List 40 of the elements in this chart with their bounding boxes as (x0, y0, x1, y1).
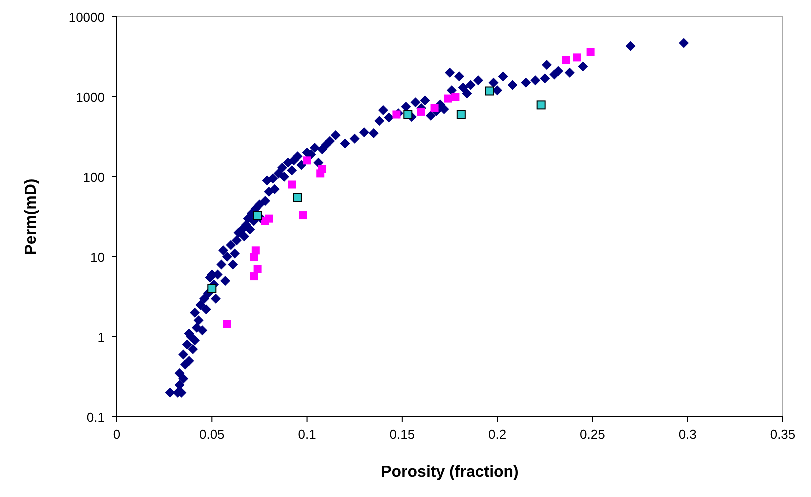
x-tick-label: 0.05 (199, 427, 225, 442)
point (392, 110, 401, 119)
point (404, 110, 413, 120)
y-axis-title: Perm(mD) (23, 178, 40, 256)
x-tick-label: 0.35 (770, 427, 796, 442)
point (253, 211, 262, 220)
point (444, 94, 452, 103)
point (254, 265, 262, 274)
y-tick-label: 1 (98, 330, 105, 345)
y-tick-label: 1000 (76, 90, 105, 105)
point (586, 48, 595, 56)
point (250, 272, 258, 281)
x-tick-label: 0.3 (678, 427, 697, 442)
x-axis-title: Porosity (fraction) (381, 464, 519, 481)
point (288, 180, 296, 189)
point (430, 104, 439, 112)
point (299, 212, 308, 220)
point (562, 56, 570, 64)
point (293, 193, 302, 202)
point (208, 284, 217, 294)
point (265, 214, 274, 223)
y-tick-label: 10 (90, 250, 105, 265)
point (417, 108, 426, 116)
x-tick-label: 0.15 (390, 427, 416, 442)
y-tick-label: 0.1 (86, 410, 105, 425)
x-tick-label: 0 (113, 427, 121, 442)
point (573, 54, 582, 62)
point (223, 320, 232, 328)
x-tick-label: 0.25 (580, 427, 606, 442)
point (485, 86, 494, 96)
y-tick-label: 10000 (68, 10, 105, 25)
x-tick-label: 0.1 (298, 427, 316, 442)
point (252, 246, 260, 255)
point (318, 165, 327, 174)
point (456, 110, 466, 120)
y-tick-label: 100 (83, 170, 105, 185)
point (452, 93, 460, 101)
point (536, 100, 546, 110)
point (303, 156, 312, 165)
x-tick-label: 0.2 (488, 427, 507, 442)
